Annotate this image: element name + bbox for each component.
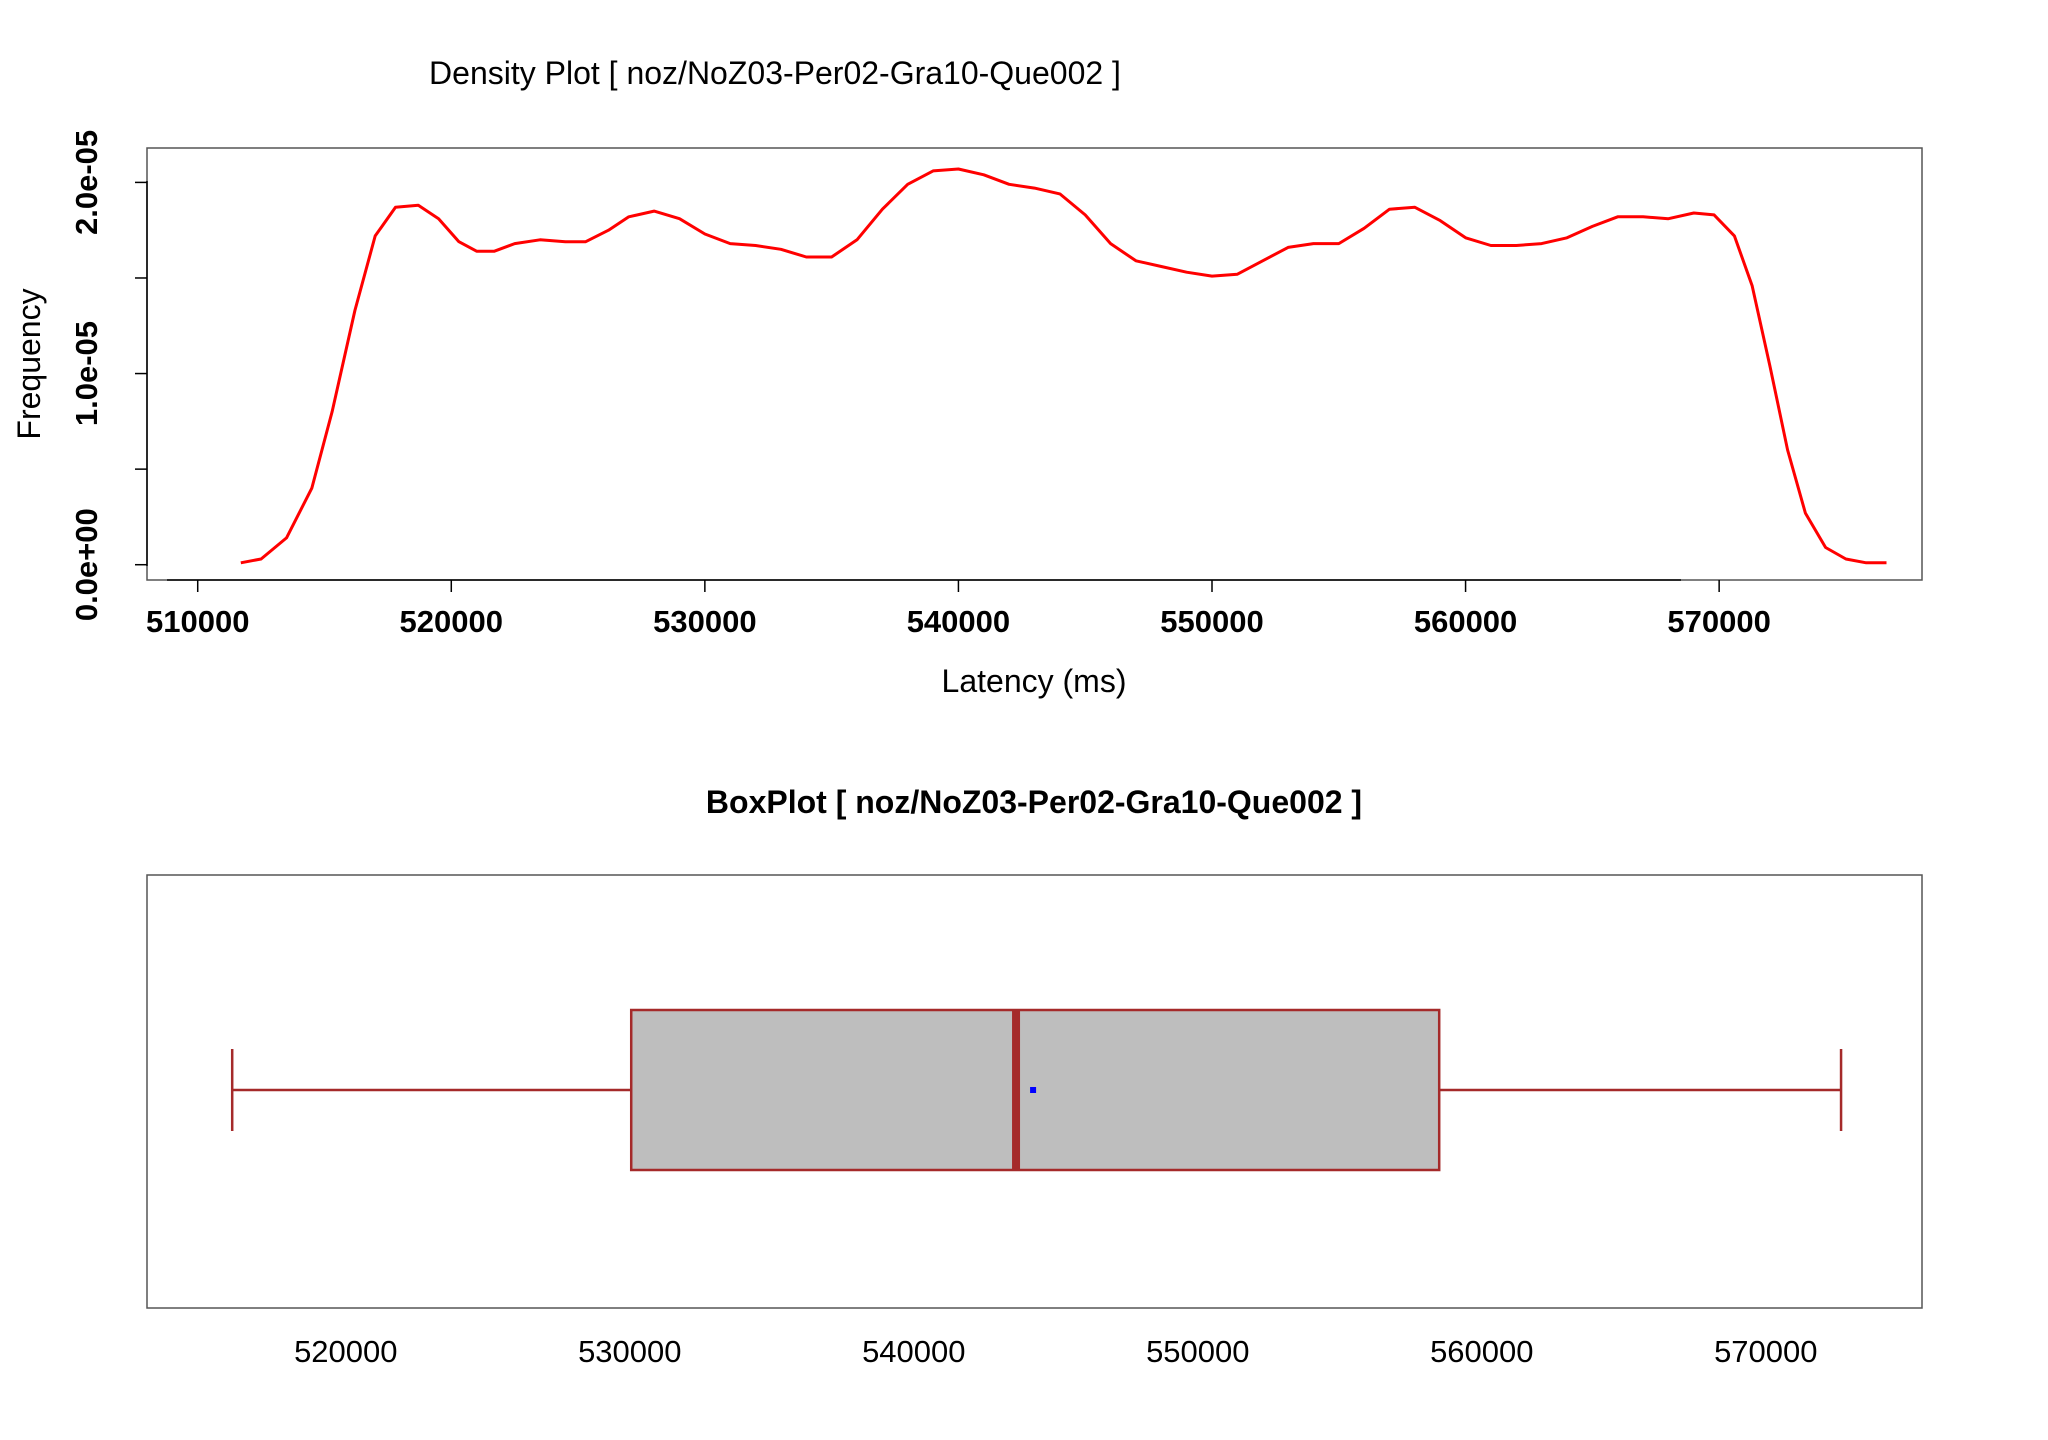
density-y-ticks: 0.0e+00 1.0e-05 2.0e-05 [69, 130, 147, 621]
density-x-tick-label: 530000 [653, 604, 756, 639]
box-x-tick-label: 540000 [862, 1334, 965, 1369]
box-plot-title: BoxPlot [ noz/NoZ03-Per02-Gra10-Que002 ] [706, 784, 1362, 820]
box-plot-frame [146, 874, 1923, 1309]
box-x-tick-label: 560000 [1430, 1334, 1533, 1369]
box-x-ticks: 520000 530000 540000 550000 560000 570000 [294, 1334, 1817, 1369]
density-x-axis-label: Latency (ms) [942, 663, 1127, 699]
density-x-tick-label: 560000 [1414, 604, 1517, 639]
density-y-tick-label: 0.0e+00 [69, 508, 104, 621]
density-x-tick-label: 520000 [400, 604, 503, 639]
box-x-tick-label: 520000 [294, 1334, 397, 1369]
box-plot-elements [230, 1008, 1843, 1172]
box-x-tick-label: 550000 [1146, 1334, 1249, 1369]
density-x-tick-label: 550000 [1160, 604, 1263, 639]
density-x-tick-label: 570000 [1667, 604, 1770, 639]
density-y-axis-label: Frequency [11, 288, 47, 439]
density-y-tick-label: 1.0e-05 [69, 321, 104, 426]
density-plot-title: Density Plot [ noz/NoZ03-Per02-Gra10-Que… [429, 55, 1121, 91]
density-plot: Density Plot [ noz/NoZ03-Per02-Gra10-Que… [11, 55, 1923, 699]
density-y-tick-label: 2.0e-05 [69, 130, 104, 235]
density-x-ticks: 510000 520000 530000 540000 550000 560000 5700… [146, 580, 1771, 639]
density-series-line [240, 167, 1887, 565]
density-x-tick-label: 540000 [907, 604, 1010, 639]
density-x-tick-label: 510000 [146, 604, 249, 639]
box-plot: BoxPlot [ noz/NoZ03-Per02-Gra10-Que002 ]… [146, 784, 1923, 1369]
mean-marker [1030, 1087, 1037, 1093]
box-x-tick-label: 570000 [1714, 1334, 1817, 1369]
box-x-tick-label: 530000 [578, 1334, 681, 1369]
